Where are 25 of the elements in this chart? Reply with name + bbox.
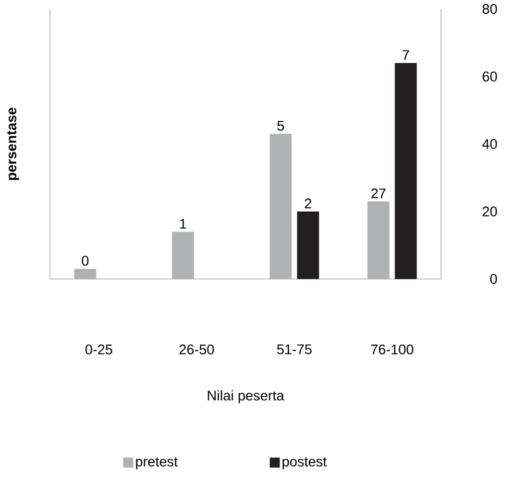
annotation: 2 bbox=[304, 198, 312, 208]
y-tick-label: 0 bbox=[490, 274, 497, 284]
x-tick-label: 76-100 bbox=[371, 344, 414, 354]
bar bbox=[367, 201, 390, 280]
bar bbox=[394, 63, 417, 280]
x-tick-label: 0-25 bbox=[85, 344, 112, 354]
y-axis-title: persentase bbox=[7, 108, 20, 180]
y-tick-label: 60 bbox=[482, 72, 497, 82]
bar bbox=[74, 268, 96, 280]
bar bbox=[297, 212, 320, 280]
y-tick-label: 20 bbox=[482, 206, 497, 216]
annotation: 1 bbox=[180, 218, 186, 229]
y-tick-label: 80 bbox=[482, 4, 497, 14]
annotation: 7 bbox=[402, 50, 409, 60]
x-tick-label: 26-50 bbox=[179, 344, 214, 354]
annotation: 5 bbox=[277, 120, 284, 131]
x-tick-label: 51-75 bbox=[277, 344, 312, 354]
x-axis-title: Nilai peserta bbox=[208, 390, 284, 404]
annotation: 0 bbox=[82, 256, 89, 266]
legend-label: postest bbox=[282, 457, 327, 470]
y-tick-label: 40 bbox=[482, 139, 497, 149]
bar bbox=[270, 134, 292, 280]
annotation: 27 bbox=[371, 188, 386, 198]
bar bbox=[172, 232, 194, 280]
legend-label: pretest bbox=[136, 457, 178, 470]
